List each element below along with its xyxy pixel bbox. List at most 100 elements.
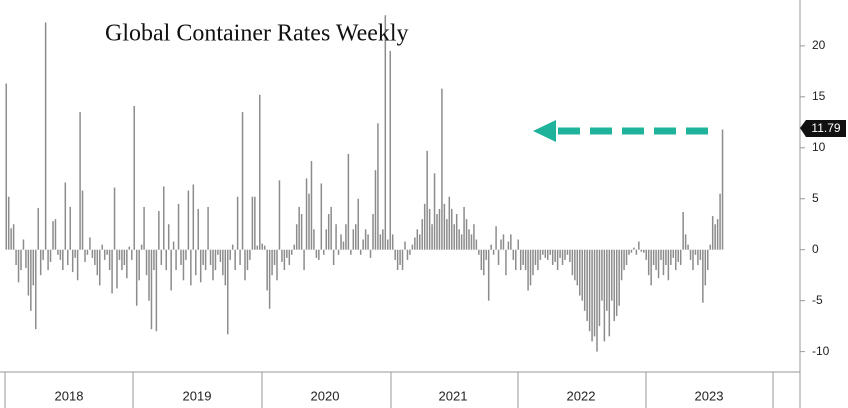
bar [108, 249, 111, 271]
bar [273, 249, 276, 265]
bar [106, 249, 108, 255]
bar [286, 249, 288, 258]
bar [202, 249, 204, 265]
arrow [533, 120, 708, 142]
bar [702, 249, 704, 303]
bar [473, 224, 475, 250]
bar [714, 224, 716, 250]
bar [135, 249, 138, 306]
bar [409, 249, 411, 255]
bar [276, 249, 278, 281]
bar [411, 244, 414, 250]
bar [581, 249, 583, 301]
bar [47, 249, 49, 271]
bar [20, 249, 22, 271]
bar [699, 249, 702, 260]
bar [711, 216, 714, 250]
bar [140, 244, 143, 250]
bar [305, 178, 308, 250]
bar [259, 94, 261, 250]
bar [426, 150, 428, 250]
bar [677, 249, 679, 262]
bar [111, 249, 113, 294]
bar [559, 249, 561, 258]
bar [441, 88, 443, 250]
bar [537, 249, 539, 271]
bar [94, 249, 96, 265]
bar [606, 249, 608, 311]
bar [364, 229, 367, 250]
bar [571, 249, 574, 276]
bar [502, 234, 505, 250]
bar [163, 186, 165, 250]
bar [291, 249, 293, 255]
bar [315, 249, 318, 258]
bar [37, 207, 39, 250]
bar [684, 234, 687, 250]
bar [419, 234, 421, 250]
bar [172, 241, 175, 250]
bar [133, 105, 135, 250]
bar [199, 249, 202, 283]
bar [679, 249, 682, 265]
last-value-label: 11.79 [811, 121, 840, 135]
bar [532, 249, 534, 276]
bar [49, 249, 52, 262]
bar [640, 249, 643, 252]
bar [42, 249, 44, 260]
bar [625, 249, 628, 265]
bar [453, 224, 455, 250]
bar [618, 249, 620, 306]
bar [143, 206, 145, 250]
bar [387, 239, 389, 250]
bar [224, 249, 227, 286]
bar [707, 249, 709, 271]
bar [266, 249, 268, 291]
bar [327, 214, 330, 250]
bar [350, 249, 352, 255]
bar [620, 249, 623, 281]
bar [209, 249, 212, 265]
bar [374, 170, 377, 250]
bar [497, 249, 500, 265]
bar [332, 249, 335, 265]
bar [357, 198, 359, 250]
bar [62, 249, 64, 271]
bar [428, 208, 431, 250]
bar [689, 249, 692, 260]
bar [492, 249, 495, 255]
bar [391, 234, 394, 250]
bar [138, 249, 140, 281]
bar [153, 249, 155, 271]
bar [195, 249, 197, 276]
y-tick-label: -5 [812, 293, 823, 307]
bar [278, 180, 281, 250]
bar [655, 249, 657, 271]
bar [271, 249, 273, 276]
bar [69, 206, 71, 250]
bar [480, 249, 483, 271]
bar [414, 237, 416, 250]
bar [667, 249, 670, 281]
bar [128, 246, 131, 250]
bar [475, 239, 478, 250]
bar [549, 249, 551, 255]
bar [438, 208, 441, 250]
bar [524, 249, 527, 271]
bar [389, 50, 391, 250]
bar [399, 249, 401, 265]
bar [5, 83, 7, 250]
bar [313, 229, 315, 250]
bar [460, 234, 463, 250]
bar [394, 249, 396, 260]
bar [113, 187, 116, 250]
bar [116, 249, 118, 289]
bar [709, 244, 711, 250]
x-tick-label: 2022 [567, 388, 596, 403]
bar [423, 203, 426, 250]
bar [261, 243, 263, 250]
bar [300, 214, 303, 250]
bar [463, 206, 465, 250]
bar [593, 249, 596, 337]
